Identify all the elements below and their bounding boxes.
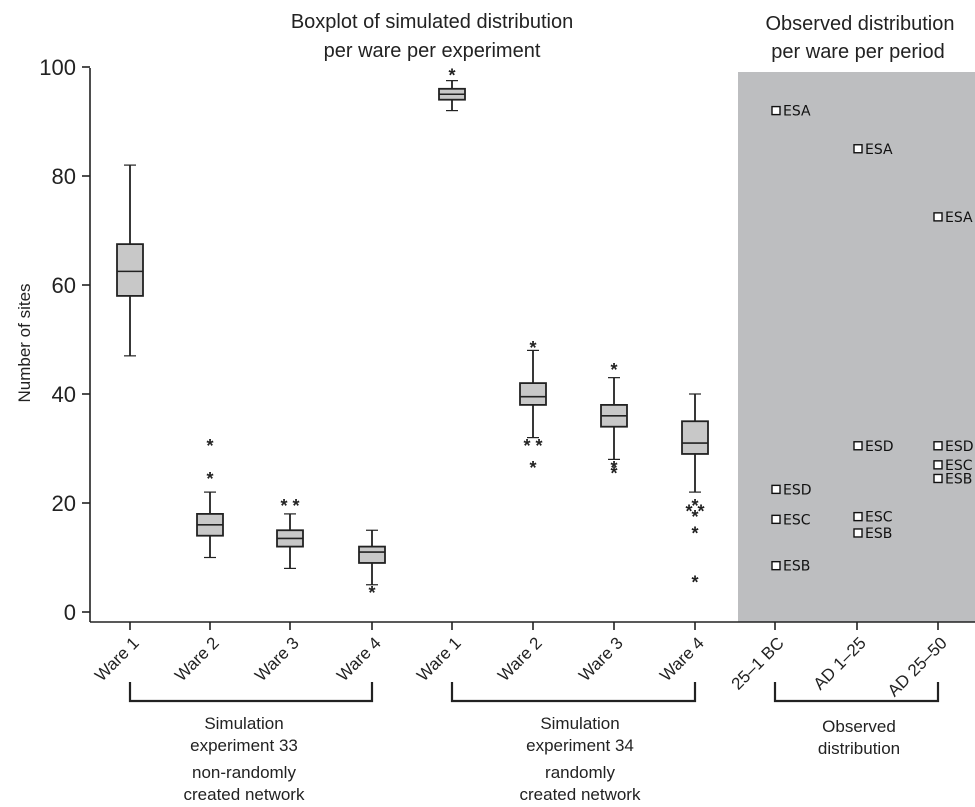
y-tick-label: 80 (52, 164, 76, 189)
box-iqr (358, 545, 386, 564)
group-bracket (450, 682, 697, 703)
outlier-marker: * (691, 572, 698, 592)
outlier-marker: * (206, 469, 213, 489)
observed-point-label: ESC (865, 510, 893, 526)
outlier-marker: * (448, 65, 455, 85)
box-2: ** (196, 436, 224, 559)
outlier-marker: * (691, 507, 698, 527)
group-label-line: created network (520, 785, 641, 804)
box-7: *** (600, 360, 628, 483)
x-tick-label: AD 1–25 (810, 633, 870, 693)
observed-point (853, 528, 863, 538)
box-iqr (116, 243, 144, 297)
box-5: * (438, 65, 466, 112)
observed-point-label: ESB (783, 559, 810, 575)
group-bracket (773, 682, 940, 703)
group-bracket (128, 682, 374, 703)
x-tick-label: Ware 2 (494, 633, 546, 685)
x-tick-label: Ware 1 (413, 633, 465, 685)
observed-point-label: ESB (865, 526, 892, 542)
box-1 (116, 164, 144, 357)
observed-point-label: ESA (783, 104, 811, 120)
x-tick-label: Ware 3 (251, 633, 303, 685)
outlier-marker: * (368, 583, 375, 603)
observed-point (771, 560, 781, 571)
outlier-marker: * (691, 496, 698, 516)
outlier-marker: * (523, 436, 530, 456)
outlier-marker: * (529, 338, 536, 358)
x-tick-label: Ware 3 (575, 633, 627, 685)
observed-point (771, 105, 781, 116)
group-label-line: distribution (818, 739, 900, 758)
observed-point-label: ESB (945, 471, 972, 487)
group-label-line: Simulation (204, 714, 283, 733)
x-tick-label: Ware 1 (91, 633, 143, 685)
group-label-line: created network (184, 785, 305, 804)
x-tick-label: AD 25–50 (884, 633, 951, 700)
y-tick-label: 100 (39, 55, 76, 80)
outlier-marker: * (529, 458, 536, 478)
box-iqr (681, 420, 709, 455)
x-tick-label: 25–1 BC (728, 633, 788, 693)
x-tick-label: Ware 4 (333, 633, 385, 685)
outlier-marker: * (610, 463, 617, 483)
x-tick-label: Ware 2 (171, 633, 223, 685)
box-3: * * (276, 496, 304, 570)
box-4: * (358, 529, 386, 603)
outlier-marker: * (292, 496, 299, 516)
group-label-line: Observed (822, 717, 896, 736)
x-tick-label: Ware 4 (656, 633, 708, 685)
chart-title-right-line-1: Observed distribution (766, 13, 955, 35)
outlier-marker: * (206, 436, 213, 456)
chart-title-left-line-2: per ware per experiment (324, 40, 541, 62)
outlier-marker: * (691, 523, 698, 543)
group-label-line: experiment 34 (526, 736, 634, 755)
observed-point-label: ESD (865, 439, 894, 455)
box-8: ** **** (681, 393, 709, 592)
observed-point (933, 212, 943, 222)
y-tick-label: 40 (52, 382, 76, 407)
observed-point (933, 441, 943, 451)
observed-point (771, 484, 781, 495)
group-label-line: Simulation (540, 714, 619, 733)
outlier-marker: * (610, 458, 617, 478)
observed-point-label: ESC (783, 512, 811, 528)
box-6: ** ** (519, 338, 547, 478)
outlier-marker: * (280, 496, 287, 516)
y-axis-label: Number of sites (15, 283, 34, 402)
observed-point (933, 460, 943, 470)
observed-point (853, 511, 863, 522)
observed-point (771, 514, 781, 525)
outlier-marker: * (697, 501, 704, 521)
outlier-marker: * (685, 501, 692, 521)
observed-point-label: ESA (865, 142, 893, 158)
group-label-line: experiment 33 (190, 736, 298, 755)
group-label-line: non-randomly (192, 763, 296, 782)
observed-point (933, 473, 943, 484)
observed-point-label: ESD (783, 482, 812, 498)
observed-point (853, 441, 863, 451)
observed-point-label: ESD (945, 439, 974, 455)
y-tick-label: 60 (52, 273, 76, 298)
observed-shade-panel (738, 72, 975, 622)
outlier-marker: * (535, 436, 542, 456)
observed-point-label: ESC (945, 458, 973, 474)
box-iqr (519, 382, 547, 406)
y-tick-label: 20 (52, 491, 76, 516)
chart-title-right-line-2: per ware per period (771, 41, 944, 63)
chart-title-left-line-1: Boxplot of simulated distribution (291, 11, 573, 33)
outlier-marker: * (610, 360, 617, 380)
group-label-line: randomly (545, 763, 615, 782)
observed-point-label: ESA (945, 210, 973, 226)
observed-point (853, 144, 863, 154)
y-tick-label: 0 (64, 600, 76, 625)
